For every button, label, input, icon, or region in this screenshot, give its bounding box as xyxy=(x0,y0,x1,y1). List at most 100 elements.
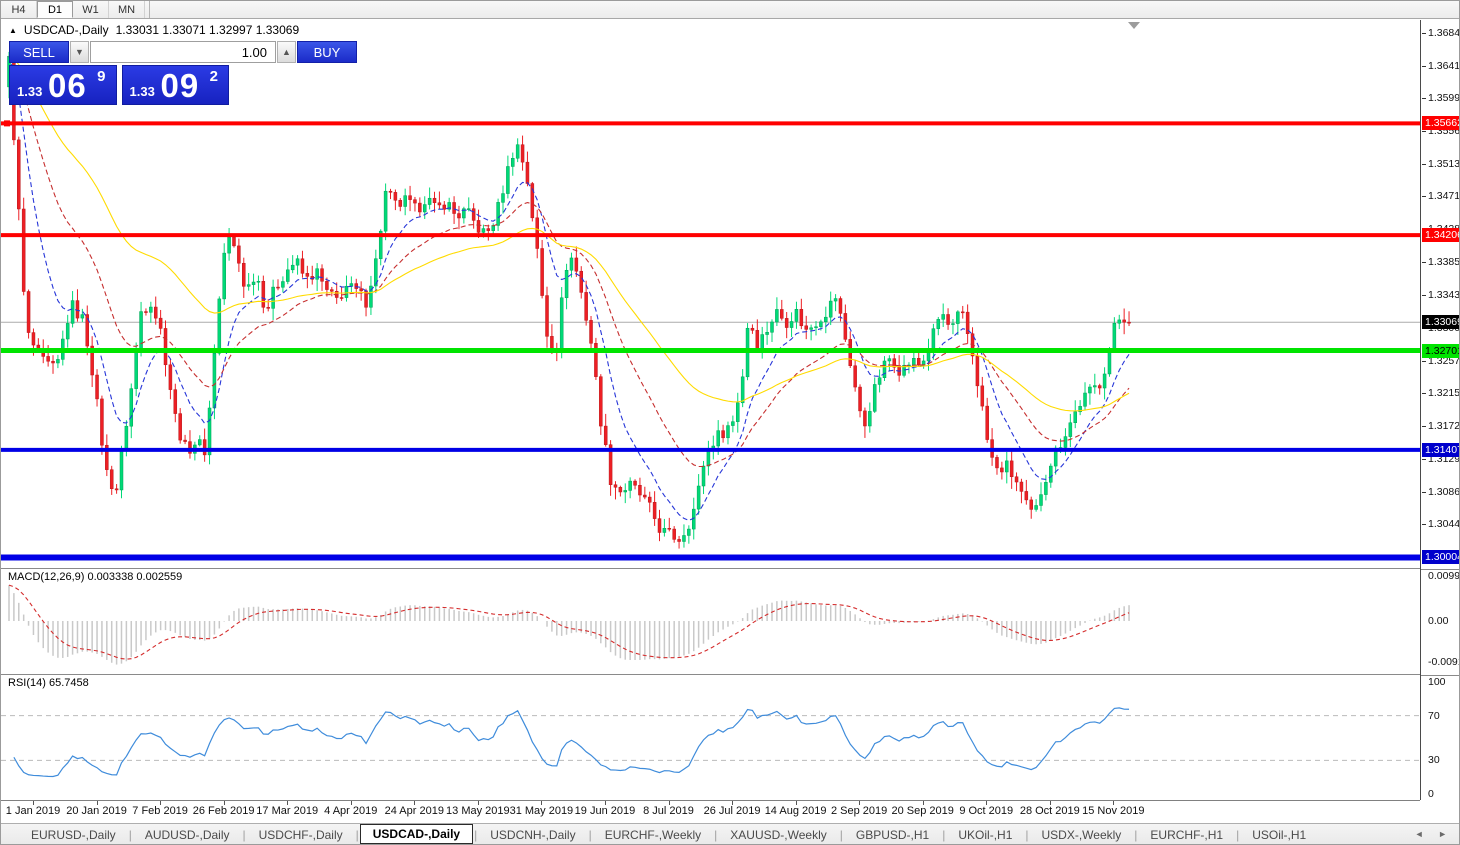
price-tick-mark xyxy=(1422,33,1426,34)
rsi-indicator-label: RSI(14) 65.7458 xyxy=(8,677,89,689)
date-tick-label: 15 Nov 2019 xyxy=(1082,805,1145,817)
price-tick-mark xyxy=(1422,360,1426,362)
level-price-label: 1.34206 xyxy=(1422,228,1459,243)
tab-xauusdweekly[interactable]: XAUUSD-,Weekly xyxy=(730,828,827,842)
tab-eurusddaily[interactable]: EURUSD-,Daily xyxy=(31,828,116,842)
sell-price-pipette: 9 xyxy=(97,68,106,85)
buy-price-pipette: 2 xyxy=(209,68,218,85)
date-tick-label: 14 Aug 2019 xyxy=(764,805,827,817)
tab-audusddaily[interactable]: AUDUSD-,Daily xyxy=(144,828,230,842)
up-arrow-icon: ▲ xyxy=(282,47,291,57)
tab-separator: | xyxy=(355,828,359,842)
tab-usoilh1[interactable]: USOil-,H1 xyxy=(1252,828,1307,842)
price-tick-mark xyxy=(1422,491,1426,493)
price-tick-label: 1.30440 xyxy=(1428,518,1460,530)
panel-divider xyxy=(1421,568,1459,570)
tab-eurchfweekly[interactable]: EURCHF-,Weekly xyxy=(604,828,702,842)
date-tick-label: 28 Oct 2019 xyxy=(1019,805,1080,817)
date-tick-mark xyxy=(477,801,479,805)
price-tick-mark xyxy=(1422,458,1426,460)
price-tick-label: 1.32150 xyxy=(1428,386,1460,399)
date-tick-mark xyxy=(922,801,924,805)
volume-input[interactable] xyxy=(90,41,276,63)
macd-scale-label: 0.00 xyxy=(1428,615,1449,627)
tab-separator: | xyxy=(1236,828,1240,842)
date-tick-label: 9 Oct 2019 xyxy=(959,805,1014,817)
date-tick-mark xyxy=(96,801,98,805)
symbol-info: ▲ USDCAD-,Daily 1.33031 1.33071 1.32997 … xyxy=(9,23,299,37)
buy-quote-panel[interactable]: 1.33 09 2 xyxy=(121,65,229,105)
price-tick-label: 1.30860 xyxy=(1428,485,1460,498)
tab-usdcaddaily[interactable]: USDCAD-,Daily xyxy=(359,824,474,844)
sell-quote-panel[interactable]: 1.33 06 9 xyxy=(9,65,117,105)
scroll-to-end-icon[interactable] xyxy=(1128,22,1140,29)
tab-usdxweekly[interactable]: USDX-,Weekly xyxy=(1041,828,1122,842)
level-price-label: 1.30004 xyxy=(1422,550,1459,565)
timeframe-button-mn[interactable]: MN xyxy=(109,1,145,18)
date-tick-mark xyxy=(1113,801,1115,805)
level-price-label: 1.32701 xyxy=(1422,343,1459,358)
tab-ukoilh1[interactable]: UKOil-,H1 xyxy=(958,828,1013,842)
price-tick-mark xyxy=(1422,65,1426,67)
tab-separator: | xyxy=(588,828,592,842)
date-tick-mark xyxy=(350,801,352,805)
level-price-label: 1.31407 xyxy=(1422,442,1459,457)
date-tick-label: 4 Apr 2019 xyxy=(324,805,378,817)
price-tick-mark xyxy=(1422,98,1426,100)
date-tick-label: 24 Apr 2019 xyxy=(384,805,444,817)
timeframe-button-w1[interactable]: W1 xyxy=(73,1,109,18)
macd-scale-label: 0.009957 xyxy=(1428,570,1460,583)
date-tick-mark xyxy=(287,801,289,805)
volume-increase-button[interactable]: ▲ xyxy=(277,41,296,63)
tab-eurchfh1[interactable]: EURCHF-,H1 xyxy=(1150,828,1224,842)
price-tick-label: 1.32570 xyxy=(1428,354,1460,367)
price-tick-mark xyxy=(1422,262,1426,264)
date-tick-label: 13 May 2019 xyxy=(446,805,510,817)
tab-usdchfdaily[interactable]: USDCHF-,Daily xyxy=(258,828,343,842)
price-tick-mark xyxy=(1422,392,1426,394)
tab-gbpusdh1[interactable]: GBPUSD-,H1 xyxy=(855,828,930,842)
one-click-trading-panel: SELL ▼ ▲ BUY 1.33 06 9 1.33 09 2 xyxy=(9,41,357,105)
date-axis[interactable]: 1 Jan 2019 20 Jan 2019 7 Feb 2019 26 Feb 20… xyxy=(1,800,1420,822)
collapse-icon[interactable]: ▲ xyxy=(9,25,17,35)
chart-tabs: EURUSD-,Daily | AUDUSD-,Daily | USDCHF-,Dail… xyxy=(1,823,1459,844)
price-scale[interactable]: 1.368401.364101.359901.355601.351301.347… xyxy=(1420,20,1460,800)
tab-separator: | xyxy=(1025,828,1029,842)
price-tick-label: 1.35990 xyxy=(1428,92,1460,105)
rsi-scale-label: 0 xyxy=(1428,788,1434,800)
macd-scale-label: -0.009180 xyxy=(1428,656,1459,669)
tab-separator: | xyxy=(942,828,946,842)
date-tick-label: 31 May 2019 xyxy=(509,805,574,817)
date-tick-mark xyxy=(986,801,988,805)
sell-button[interactable]: SELL xyxy=(9,41,69,63)
toolbar-separator xyxy=(149,1,150,18)
buy-price-main: 09 xyxy=(160,67,200,104)
volume-decrease-button[interactable]: ▼ xyxy=(70,41,89,63)
timeframe-button-h4[interactable]: H4 xyxy=(1,1,37,18)
tab-usdcnhdaily[interactable]: USDCNH-,Daily xyxy=(490,828,576,842)
date-tick-label: 17 Mar 2019 xyxy=(256,805,319,817)
chart-area: ▲ USDCAD-,Daily 1.33031 1.33071 1.32997 … xyxy=(1,20,1460,822)
tab-scroll-arrows-icon[interactable]: ◄ ► xyxy=(1414,829,1453,839)
date-tick-mark xyxy=(859,801,861,805)
buy-button[interactable]: BUY xyxy=(297,41,357,63)
timeframe-button-d1[interactable]: D1 xyxy=(37,1,73,18)
tab-separator: | xyxy=(839,828,843,842)
price-tick-mark xyxy=(1422,164,1426,166)
date-tick-mark xyxy=(223,801,225,805)
price-tick-label: 1.33430 xyxy=(1428,288,1460,301)
macd-indicator-label: MACD(12,26,9) 0.003338 0.002559 xyxy=(8,571,183,583)
price-tick-label: 1.31720 xyxy=(1428,419,1460,432)
date-tick-mark xyxy=(604,801,606,805)
date-tick-label: 26 Jul 2019 xyxy=(703,805,761,817)
price-tick-mark xyxy=(1422,294,1426,296)
date-tick-mark xyxy=(160,801,162,805)
symbol-label: USDCAD-,Daily xyxy=(23,23,109,37)
date-tick-mark xyxy=(33,801,34,805)
chart-canvas[interactable] xyxy=(1,20,1460,822)
level-price-label: 1.35662 xyxy=(1422,116,1459,131)
sell-price-prefix: 1.33 xyxy=(17,84,43,99)
timeframe-toolbar: H4 D1 W1 MN xyxy=(1,1,1459,19)
price-tick-label: 1.34710 xyxy=(1428,190,1460,203)
